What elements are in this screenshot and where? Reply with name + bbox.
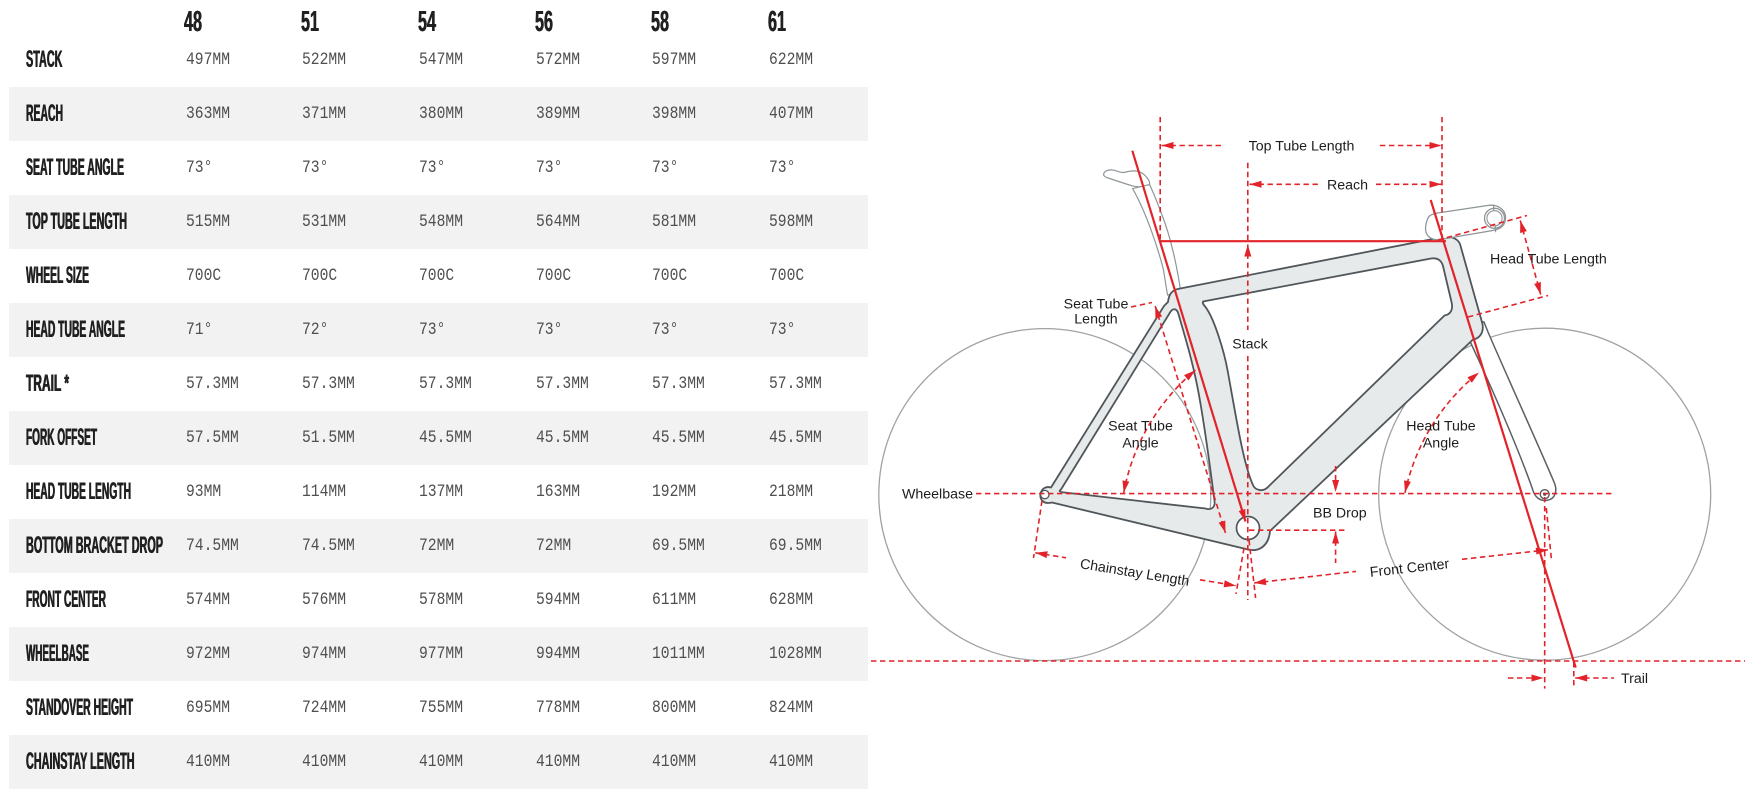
svg-text:Wheelbase: Wheelbase	[902, 487, 973, 503]
svg-text:Head Tube: Head Tube	[1406, 419, 1476, 435]
svg-text:Head Tube Length: Head Tube Length	[1490, 252, 1607, 268]
svg-text:BB Drop: BB Drop	[1313, 506, 1367, 522]
svg-text:Seat Tube: Seat Tube	[1108, 419, 1173, 435]
svg-text:Angle: Angle	[1423, 436, 1459, 452]
svg-text:Stack: Stack	[1232, 337, 1268, 353]
svg-text:Angle: Angle	[1122, 436, 1158, 452]
svg-text:Seat Tube: Seat Tube	[1064, 297, 1129, 313]
svg-text:Reach: Reach	[1327, 177, 1368, 193]
svg-text:Front Center: Front Center	[1369, 556, 1450, 581]
svg-text:Chainstay Length: Chainstay Length	[1079, 556, 1191, 590]
svg-text:Trail: Trail	[1621, 671, 1648, 687]
svg-text:Top Tube Length: Top Tube Length	[1249, 139, 1355, 155]
svg-text:Length: Length	[1074, 312, 1117, 328]
